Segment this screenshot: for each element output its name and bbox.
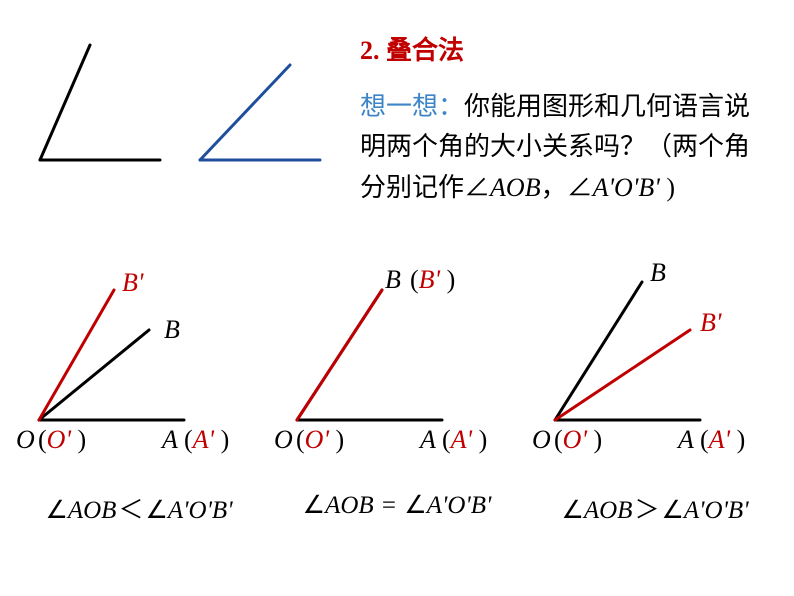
angle-aob: ∠AOB — [464, 173, 541, 202]
prompt-comma: ， — [541, 173, 567, 202]
top-angles-svg — [0, 30, 350, 180]
diagram-equal: O(O' )A(A' )B(B' ) — [272, 260, 522, 460]
diagram-greater-than: O(O' )A(A' )BB' — [530, 260, 780, 460]
prompt-close: ) — [660, 173, 675, 202]
diagrams-row: O(O' )A(A' )BB' O(O' )A(A' )B(B' ) O(O' … — [0, 260, 794, 460]
diagram-less-than: O(O' )A(A' )BB' — [14, 260, 264, 460]
section-title: 2. 叠合法 — [360, 30, 770, 67]
top-example-angles — [0, 30, 350, 170]
think-label: 想一想： — [360, 92, 464, 121]
relation-equal: ∠AOB = ∠A'O'B' — [272, 490, 522, 526]
angle-aob-prime: ∠A'O'B' — [567, 173, 660, 202]
relation-less-than: ∠AOB＜∠A'O'B' — [14, 490, 264, 526]
think-prompt: 想一想：你能用图形和几何语言说明两个角的大小关系吗？（两个角分别记作∠AOB，∠… — [360, 87, 770, 208]
title-text: 叠合法 — [386, 36, 464, 65]
relation-greater-than: ∠AOB＞∠A'O'B' — [530, 490, 780, 526]
text-block: 2. 叠合法 想一想：你能用图形和几何语言说明两个角的大小关系吗？（两个角分别记… — [360, 30, 770, 208]
relations-row: ∠AOB＜∠A'O'B' ∠AOB = ∠A'O'B' ∠AOB＞∠A'O'B' — [0, 490, 794, 526]
title-number: 2. — [360, 36, 380, 65]
